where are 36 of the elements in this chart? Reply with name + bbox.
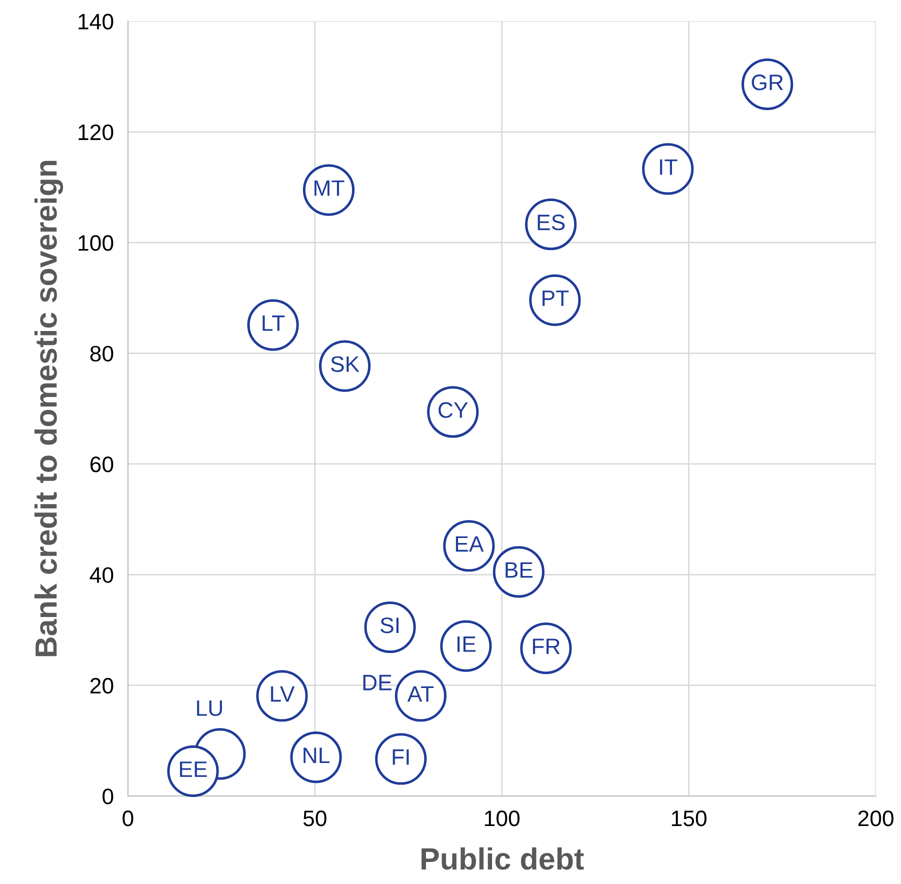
x-tick-label: 50 [303,810,326,826]
annotation: CY [438,402,468,418]
y-tick-label: 0 [102,788,114,804]
y-tick-label: 140 [78,14,114,30]
y-tick-label: 100 [78,235,114,251]
x-tick-label: 100 [485,810,520,826]
annotation: PT [542,290,569,306]
annotation: SK [331,356,360,372]
x-tick-label: 0 [122,810,134,826]
annotation: IT [660,159,678,175]
annotation: LT [262,316,285,331]
annotation: NL [304,748,330,764]
annotation: AT [407,686,434,702]
y-tick-label: 120 [78,124,114,140]
annotation: EE [180,762,207,777]
annotation: LV [271,686,295,702]
annotation: MT [314,180,344,196]
annotation: GR [752,74,783,90]
y-tick-label: 40 [90,567,114,583]
x-tick-label: 200 [858,810,894,826]
y-tick-label: 20 [90,678,114,694]
y-tick-label: 60 [90,456,114,472]
annotation: BE [506,562,533,578]
annotation: FR [532,638,560,654]
y-axis-title: Bank credit to domestic sovereign [34,160,64,656]
annotation: LU [197,700,222,716]
annotation: IE [458,636,476,652]
annotation: FI [392,749,409,765]
annotation: DE [363,674,392,690]
x-axis-title: Public debt [422,847,584,870]
annotation: ES [538,214,565,230]
annotation: SI [380,617,399,634]
x-tick-label: 150 [672,810,706,826]
y-tick-label: 80 [90,346,114,362]
annotation: EA [456,536,484,552]
point [375,733,427,785]
